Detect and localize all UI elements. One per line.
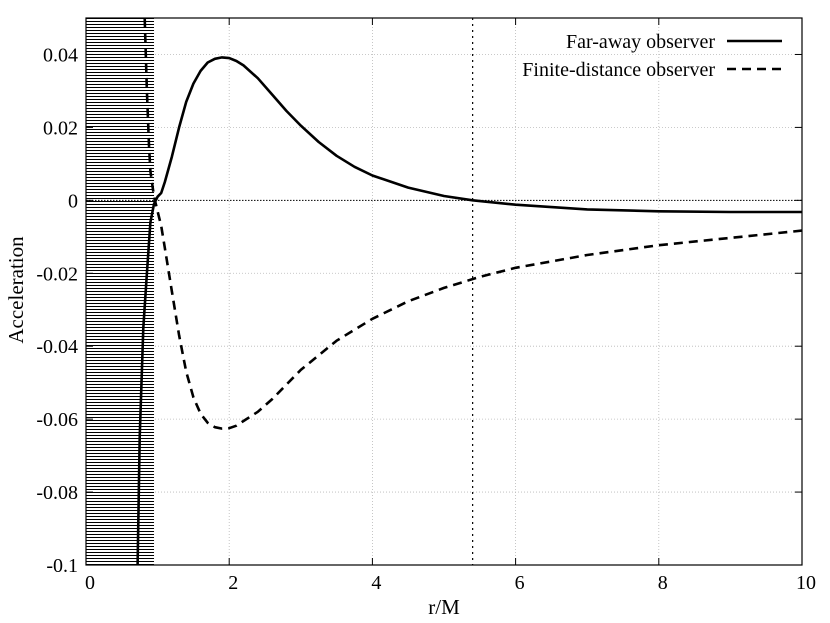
y-tick-label: 0.04 [43,44,78,66]
y-axis-title: Acceleration [4,236,28,344]
x-tick-label: 6 [515,572,525,594]
y-tick-label: 0 [68,190,78,212]
y-tick-label: -0.1 [46,555,78,577]
y-tick-label: -0.08 [36,482,78,504]
legend: Far-away observer Finite-distance observ… [522,31,782,81]
x-tick-label: 2 [228,572,238,594]
reference-lines [86,18,802,565]
legend-label-far-away: Far-away observer [566,31,715,53]
y-tick-label: -0.04 [36,336,78,358]
axis-ticks: 0 2 4 6 8 10 0.04 0.02 0 -0.02 -0.04 -0.06 -0.08 -0.1 [36,18,816,594]
plot-frame [85,17,803,566]
y-tick-label: 0.02 [43,117,78,139]
legend-label-finite-distance: Finite-distance observer [522,59,715,81]
x-tick-label: 0 [85,572,95,594]
x-axis-title: r/M [428,595,460,619]
hatched-region [86,18,155,565]
shaded-region [86,18,155,565]
grid-lines [86,18,802,565]
series-line-finite-distance [143,18,802,430]
y-tick-label: -0.02 [36,263,78,285]
x-tick-label: 10 [796,572,816,594]
x-tick-label: 8 [658,572,668,594]
x-tick-label: 4 [371,572,381,594]
y-tick-label: -0.06 [36,409,78,431]
series-lines [136,18,802,565]
series-line-far-away [136,56,802,565]
